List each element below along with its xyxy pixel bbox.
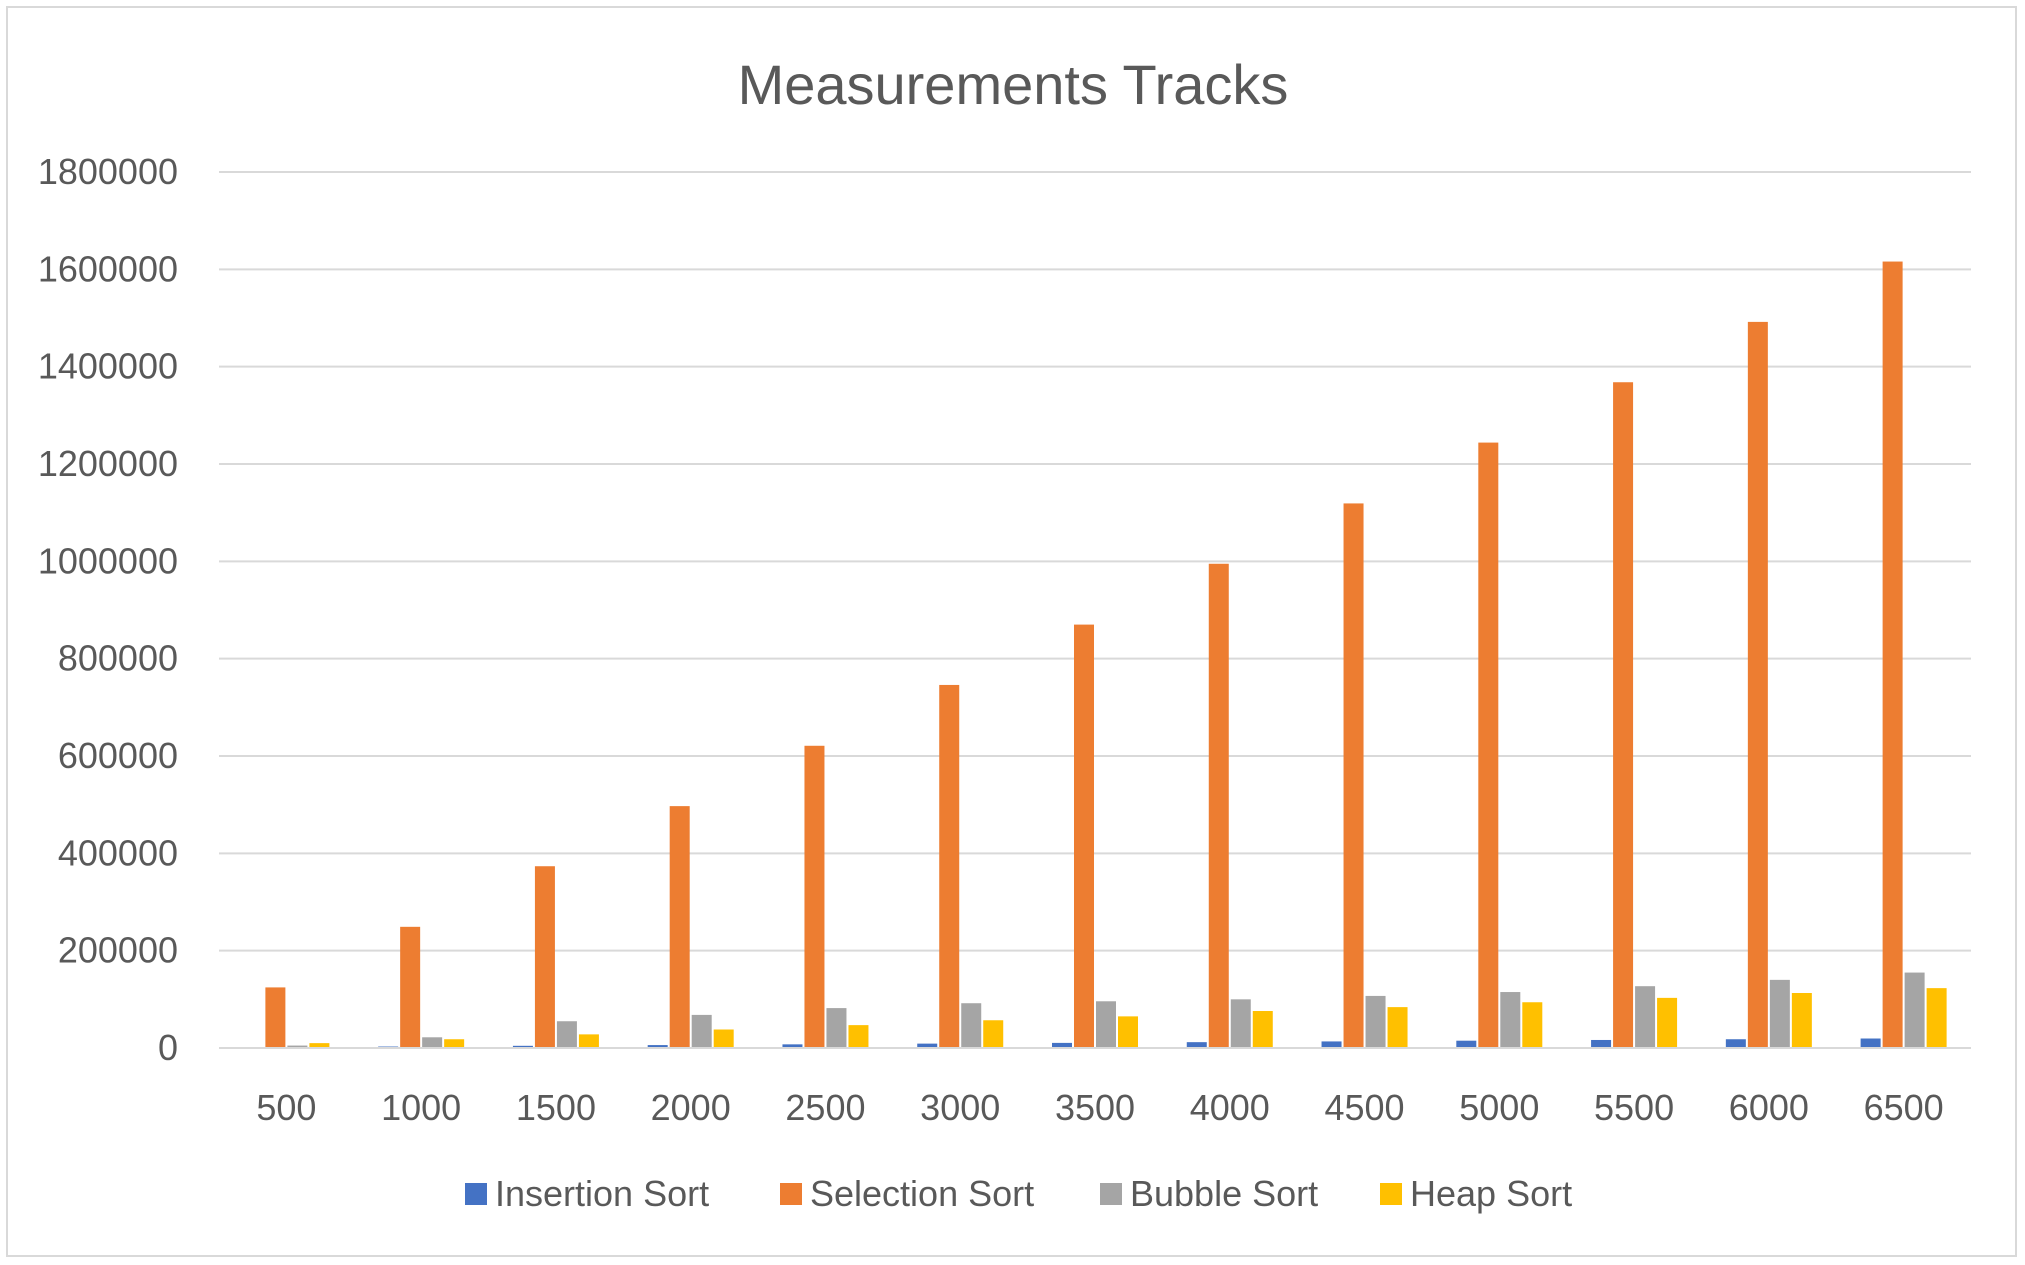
bar-heap-sort [1118, 1016, 1138, 1048]
legend-swatch-heap-sort [1380, 1183, 1402, 1205]
x-tick-label: 2000 [651, 1087, 731, 1128]
bar-selection-sort [804, 745, 825, 1048]
x-tick-label: 4000 [1190, 1087, 1270, 1128]
bar-insertion-sort [1860, 1038, 1881, 1048]
y-tick-label: 1600000 [38, 248, 178, 289]
x-axis-ticks: 500 1000 1500 2000 2500 3000 3500 4000 4500 5000 5… [256, 1087, 1943, 1128]
chart-title: Measurements Tracks [738, 53, 1289, 116]
x-tick-label: 4500 [1324, 1087, 1404, 1128]
bar-heap-sort [1522, 1002, 1543, 1048]
legend-label-bubble-sort: Bubble Sort [1130, 1173, 1318, 1214]
bar-bubble-sort [1500, 992, 1521, 1048]
y-axis-ticks: 0 200000 400000 600000 800000 1000000 1200000 1… [38, 151, 178, 1068]
bar-bubble-sort [1096, 1001, 1116, 1048]
bar-selection-sort [1613, 382, 1634, 1048]
y-tick-label: 400000 [58, 832, 178, 873]
bar-insertion-sort [1321, 1041, 1342, 1048]
bar-heap-sort [1791, 993, 1812, 1048]
legend-label-selection-sort: Selection Sort [810, 1173, 1034, 1214]
bar-heap-sort [1657, 997, 1678, 1048]
y-tick-label: 1400000 [38, 346, 178, 387]
bar-insertion-sort [1591, 1039, 1612, 1048]
bar-selection-sort [400, 926, 421, 1048]
bar-insertion-sort [1456, 1040, 1477, 1048]
bar-selection-sort [1343, 503, 1364, 1048]
bar-bubble-sort [422, 1037, 443, 1048]
bars-layer [243, 261, 1947, 1049]
bar-bubble-sort [1769, 979, 1790, 1048]
bar-heap-sort [444, 1039, 465, 1048]
bar-heap-sort [309, 1043, 330, 1048]
x-tick-label: 6500 [1864, 1087, 1944, 1128]
bar-insertion-sort [917, 1043, 938, 1048]
x-tick-label: 500 [256, 1087, 316, 1128]
bar-insertion-sort [1052, 1042, 1072, 1048]
bar-heap-sort [713, 1029, 734, 1048]
legend-swatch-bubble-sort [1100, 1183, 1122, 1205]
bar-selection-sort [1478, 442, 1499, 1048]
chart-frame: Measurements Tracks 0 200000 400000 600000 8… [6, 6, 2017, 1257]
x-tick-label: 1000 [381, 1087, 461, 1128]
y-tick-label: 1200000 [38, 443, 178, 484]
x-tick-label: 3000 [920, 1087, 1000, 1128]
bar-selection-sort [939, 684, 960, 1048]
legend-label-insertion-sort: Insertion Sort [495, 1173, 709, 1214]
bar-selection-sort [1882, 261, 1903, 1049]
y-tick-label: 600000 [58, 735, 178, 776]
legend-swatch-selection-sort [780, 1183, 802, 1205]
bar-heap-sort [1252, 1011, 1273, 1048]
bar-bubble-sort [287, 1045, 308, 1048]
y-tick-label: 0 [158, 1027, 178, 1068]
y-tick-label: 1800000 [38, 151, 178, 192]
x-tick-label: 6000 [1729, 1087, 1809, 1128]
bar-bubble-sort [1365, 995, 1386, 1048]
bar-insertion-sort [782, 1044, 803, 1048]
x-tick-label: 5000 [1459, 1087, 1539, 1128]
bar-selection-sort [1208, 563, 1229, 1048]
x-tick-label: 1500 [516, 1087, 596, 1128]
bar-selection-sort [669, 806, 690, 1048]
bar-heap-sort [848, 1025, 869, 1048]
grid-layer [219, 171, 1971, 952]
x-tick-label: 3500 [1055, 1087, 1135, 1128]
bar-bubble-sort [961, 1003, 982, 1048]
chart-svg: Measurements Tracks 0 200000 400000 600000 8… [38, 53, 1971, 1214]
bar-bubble-sort [826, 1008, 847, 1048]
x-tick-label: 2500 [785, 1087, 865, 1128]
bar-bubble-sort [1904, 972, 1925, 1048]
bar-selection-sort [265, 987, 286, 1048]
bar-insertion-sort [647, 1045, 668, 1048]
legend-label-heap-sort: Heap Sort [1410, 1173, 1572, 1214]
bar-heap-sort [1926, 988, 1947, 1048]
bar-insertion-sort [1186, 1042, 1207, 1048]
bar-bubble-sort [1635, 986, 1656, 1048]
bar-heap-sort [1387, 1007, 1408, 1048]
bar-bubble-sort [1230, 999, 1251, 1048]
bar-selection-sort [1747, 321, 1768, 1049]
x-tick-label: 5500 [1594, 1087, 1674, 1128]
bar-bubble-sort [556, 1021, 577, 1048]
bar-bubble-sort [691, 1014, 712, 1048]
y-tick-label: 800000 [58, 638, 178, 679]
legend: Insertion Sort Selection Sort Bubble Sort H… [465, 1173, 1572, 1214]
legend-swatch-insertion-sort [465, 1183, 487, 1205]
bar-insertion-sort [1725, 1039, 1746, 1048]
bar-selection-sort [534, 866, 555, 1048]
bar-insertion-sort [512, 1045, 533, 1048]
bar-heap-sort [578, 1034, 599, 1048]
bar-heap-sort [983, 1020, 1004, 1048]
bar-selection-sort [1074, 624, 1094, 1048]
y-tick-label: 1000000 [38, 540, 178, 581]
y-tick-label: 200000 [58, 930, 178, 971]
